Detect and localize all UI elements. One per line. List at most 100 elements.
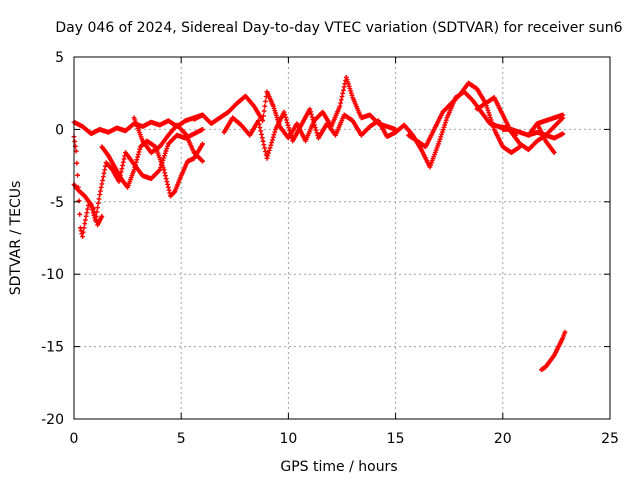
y-tick-label: 0 [55,122,64,138]
data-point [200,127,206,132]
y-tick-label: 5 [55,50,64,66]
data-point [164,179,170,184]
x-tick-label: 25 [601,431,619,447]
data-point [443,120,448,125]
data-point [267,145,273,151]
data-point [440,127,446,133]
data-point [165,184,171,190]
data-point [264,155,270,161]
data-point [261,108,267,114]
series-track-13 [534,121,557,155]
data-point [436,139,442,144]
data-point [439,129,445,135]
data-point [163,173,168,179]
data-point [90,206,96,212]
x-tick-label: 5 [177,431,186,447]
series-track-9 [406,80,523,155]
data-point [258,128,264,134]
data-point [338,100,343,106]
data-point [171,189,177,195]
data-point [73,148,79,154]
data-point [287,128,292,133]
data-point [312,122,317,128]
data-point [309,114,315,120]
data-point [260,113,266,119]
data-point [162,150,168,156]
y-tick-label: -5 [50,195,64,211]
data-point [85,206,90,212]
data-point [102,167,108,173]
data-point [263,99,268,104]
series-track-1 [71,112,206,137]
data-point [261,142,267,148]
data-point [165,182,171,187]
data-point [266,150,271,156]
data-point [337,103,343,109]
data-point [310,117,316,123]
data-point [182,130,188,136]
data-point [80,234,85,239]
data-point [116,179,122,184]
x-tick-label: 0 [70,431,79,447]
data-point [266,148,272,153]
data-point [95,205,100,210]
data-point [307,106,313,112]
x-axis-label: GPS time / hours [280,459,397,475]
data-point [271,132,277,138]
data-point [99,213,105,219]
data-point [283,114,289,120]
data-point [436,141,441,147]
data-point [132,164,138,170]
data-point [287,130,293,136]
data-point [161,155,167,161]
data-point [490,122,496,128]
data-point [80,229,86,235]
data-point [341,87,346,93]
data-point [259,135,265,141]
data-point [162,153,167,159]
data-point [263,149,268,154]
data-point [312,125,318,130]
data-point [99,181,105,187]
data-point [487,112,492,118]
y-tick-label: -20 [41,412,64,428]
plot-frame [73,56,611,420]
data-point [485,108,491,113]
data-point [98,185,104,190]
data-point [163,148,169,154]
data-point [166,187,172,193]
data-point [438,134,444,140]
y-tick-label: -10 [41,267,64,283]
data-point [269,140,275,145]
data-point [281,109,287,115]
data-point [82,221,88,226]
data-point [92,211,98,217]
data-point [121,156,127,162]
data-point [442,122,448,128]
data-point [91,209,97,215]
data-point [560,131,566,137]
data-point [137,146,143,152]
data-point [83,217,88,223]
data-point [164,146,170,152]
data-point [100,174,106,180]
data-point [133,162,138,168]
data-point [284,120,290,125]
data-point [270,134,276,140]
data-point [314,130,320,136]
data-point [259,132,264,137]
data-point [285,122,291,128]
data-point [161,167,167,173]
series-track-14 [538,329,568,373]
data-point [265,153,271,159]
data-point [486,110,492,116]
data-point [443,117,449,123]
series-track-4 [99,138,206,199]
x-tick-label: 15 [387,431,405,447]
data-point [262,145,268,151]
data-point [93,217,99,223]
data-point [560,112,566,118]
x-tick-label: 20 [494,431,512,447]
data-point [83,213,89,219]
data-point [133,159,139,165]
